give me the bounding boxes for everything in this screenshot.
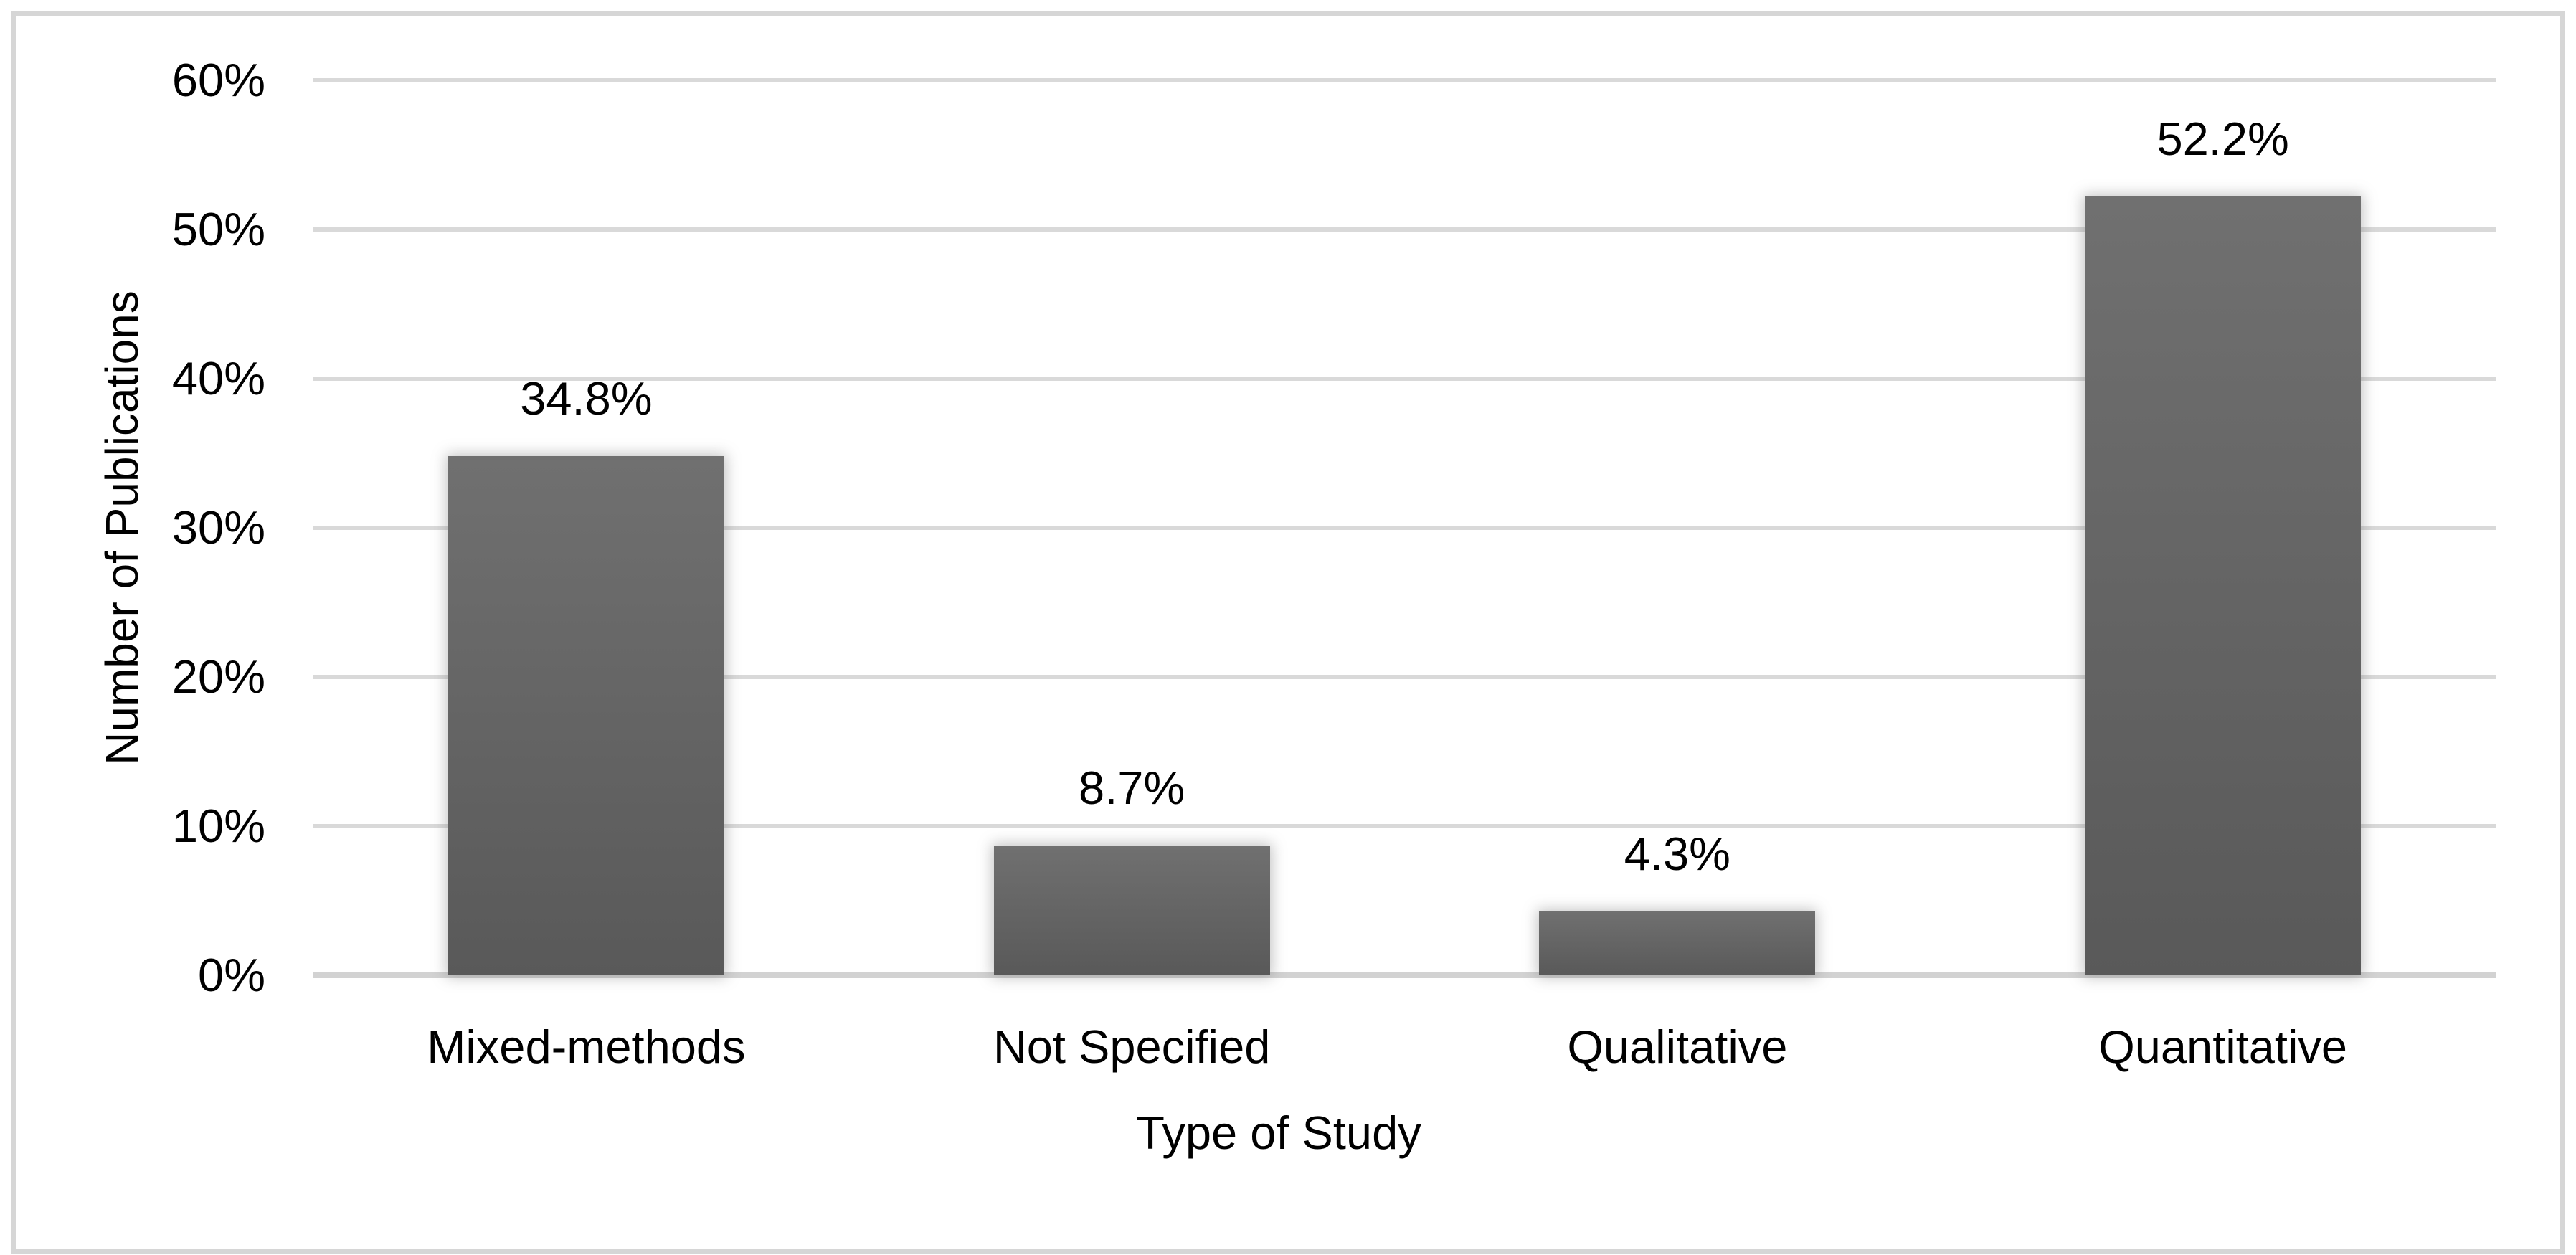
gridline-10% bbox=[313, 824, 2496, 828]
bar-qualitative bbox=[1539, 911, 1816, 975]
bar-mixed-methods bbox=[448, 456, 724, 975]
y-tick-label-60%: 60% bbox=[171, 54, 265, 106]
bar-not-specified bbox=[993, 846, 1270, 975]
x-axis-title: Type of Study bbox=[1136, 1107, 1421, 1159]
y-tick-label-20%: 20% bbox=[171, 650, 265, 703]
value-label-qualitative: 4.3% bbox=[1624, 827, 1730, 880]
gridline-30% bbox=[313, 526, 2496, 530]
y-tick-label-0%: 0% bbox=[198, 949, 265, 1001]
y-tick-label-40%: 40% bbox=[171, 352, 265, 404]
y-tick-label-50%: 50% bbox=[171, 203, 265, 255]
y-tick-label-10%: 10% bbox=[171, 800, 265, 852]
value-label-not-specified: 8.7% bbox=[1079, 762, 1185, 815]
x-category-label-qualitative: Qualitative bbox=[1567, 1020, 1788, 1073]
gridline-20% bbox=[313, 675, 2496, 679]
chart-frame-border bbox=[11, 11, 2565, 1254]
value-label-mixed-methods: 34.8% bbox=[520, 372, 653, 425]
plot-area: 34.8% 8.7% 4.3% 52.2% bbox=[313, 78, 2496, 978]
x-category-label-mixed-methods: Mixed-methods bbox=[427, 1020, 746, 1073]
gridline-40% bbox=[313, 376, 2496, 381]
value-label-quantitative: 52.2% bbox=[2156, 113, 2289, 166]
bar-quantitative bbox=[2085, 196, 2362, 975]
y-tick-label-30%: 30% bbox=[171, 501, 265, 554]
x-category-label-not-specified: Not Specified bbox=[993, 1020, 1271, 1073]
x-axis-line bbox=[313, 972, 2496, 978]
x-category-label-quantitative: Quantitative bbox=[2098, 1020, 2348, 1073]
gridline-60% bbox=[313, 78, 2496, 82]
gridline-50% bbox=[313, 227, 2496, 232]
